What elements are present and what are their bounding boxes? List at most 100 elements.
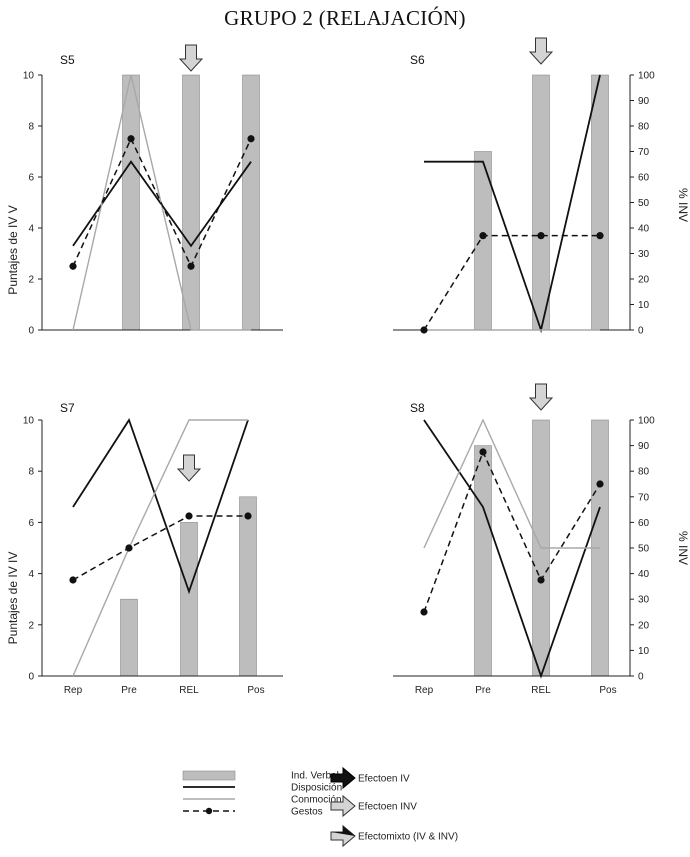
bar-pos: [591, 74, 609, 331]
panel-label-s6: S6: [410, 53, 425, 67]
gestos-point: [537, 576, 545, 584]
right-axis-title-top: % INV: [676, 188, 690, 222]
page-title: GRUPO 2 (RELAJACIÓN): [224, 6, 466, 30]
right-tick-label: 30: [638, 249, 650, 260]
arrow-shape: [330, 766, 356, 790]
legend-arrow-label: Efectoen IV: [358, 774, 410, 785]
conmocion-line: [72, 74, 251, 331]
gestos-point: [187, 262, 195, 270]
right-tick-label: 10: [638, 300, 650, 311]
right-tick-label: 0: [638, 326, 644, 337]
bar-pos: [239, 496, 257, 677]
right-tick-label: 30: [638, 595, 650, 606]
arrow-shape-half: [331, 826, 355, 836]
legend-label: Gestos: [291, 807, 323, 818]
right-tick-label: 80: [638, 122, 650, 133]
left-tick-label: 8: [28, 122, 34, 133]
gestos-point: [69, 576, 77, 584]
legend-swatch-bar: [182, 770, 236, 781]
right-tick-label: 40: [638, 569, 650, 580]
legend-arrow-label: Efectomixto (IV & INV): [358, 832, 458, 843]
gestos-point: [596, 480, 604, 488]
arrow-shape: [330, 794, 356, 818]
right-tick-label: 60: [638, 173, 650, 184]
bar-rel: [180, 522, 198, 677]
gestos-point: [596, 232, 604, 240]
right-tick-label: 0: [638, 672, 644, 683]
effect-arrow-icon: [528, 37, 554, 65]
right-tick-label: 40: [638, 224, 650, 235]
panel-label-s7: S7: [60, 401, 75, 415]
legend-arrow-black-icon: [330, 766, 356, 790]
right-tick-label: 100: [638, 71, 655, 82]
gestos-point: [420, 326, 428, 334]
left-tick-label: 0: [28, 326, 34, 337]
x-tick-label: REL: [531, 685, 551, 696]
left-tick-label: 6: [28, 173, 34, 184]
chart-s5: 0 2 4 6 8 10 S5: [23, 44, 283, 337]
legend-item: Disposición: [183, 783, 342, 794]
x-tick-label: Pos: [247, 685, 264, 696]
gestos-point: [244, 512, 252, 520]
bar-rel: [532, 74, 550, 331]
legend-arrow-mixed-icon: [330, 824, 356, 848]
x-tick-label: Pos: [599, 685, 616, 696]
gestos-point: [125, 544, 133, 552]
gestos-line: [72, 136, 252, 269]
legend-item: Gestos: [183, 807, 323, 818]
legend-label: Disposición: [291, 783, 342, 794]
left-tick-label: 6: [28, 518, 34, 529]
right-tick-label: 90: [638, 96, 650, 107]
left-axis-title-bottom: Puntajes de IV IV: [6, 552, 20, 645]
chart-s7: 0 2 4 6 8 10 Rep Pre REL Pos S7: [23, 401, 283, 696]
right-axis-title-bottom: % INV: [676, 531, 690, 565]
right-tick-label: 50: [638, 198, 650, 209]
x-tick-label: Rep: [64, 685, 83, 696]
left-tick-label: 2: [28, 620, 34, 631]
legend-label: Conmoción: [291, 795, 342, 806]
left-tick-label: 10: [23, 71, 35, 82]
bar-pre: [120, 598, 138, 677]
gestos-point: [69, 262, 77, 270]
right-tick-label: 90: [638, 441, 650, 452]
right-tick-label: 70: [638, 492, 650, 503]
gestos-point: [479, 232, 487, 240]
bar-pre: [474, 445, 492, 677]
right-tick-label: 50: [638, 544, 650, 555]
left-tick-label: 4: [28, 224, 34, 235]
effect-arrow-icon: [528, 383, 554, 411]
x-tick-label: Rep: [415, 685, 434, 696]
conmocion-line: [72, 419, 248, 677]
right-tick-label: 70: [638, 147, 650, 158]
right-tick-label: 10: [638, 646, 650, 657]
right-tick-label: 20: [638, 275, 650, 286]
panel-label-s5: S5: [60, 53, 75, 67]
right-tick-label: 80: [638, 467, 650, 478]
charts-group: 0246810S50102030405060708090100S60246810…: [23, 37, 655, 696]
legend-swatch-dot: [205, 807, 213, 815]
effect-arrow-icon: [176, 454, 202, 482]
left-tick-label: 4: [28, 569, 34, 580]
x-tick-label: REL: [179, 685, 199, 696]
panel-label-s8: S8: [410, 401, 425, 415]
gestos-point: [537, 232, 545, 240]
x-tick-label: Pre: [475, 685, 491, 696]
left-tick-label: 0: [28, 672, 34, 683]
left-axis-title-top: Puntajes de IV V: [6, 205, 20, 294]
left-tick-label: 10: [23, 416, 35, 427]
chart-s6: 0 10 20 30 40 50 60 70 80 90 100 S6: [393, 37, 655, 337]
chart-s8: 0 10 20 30 40 50 60 70 80 90 100 Rep Pre REL Pos S8: [393, 383, 655, 696]
right-tick-label: 100: [638, 416, 655, 427]
legend-item: Ind. Verbal: [182, 770, 339, 782]
bar-pos: [242, 74, 260, 331]
gestos-point: [420, 608, 428, 616]
legend-arrow-gray-icon: [330, 794, 356, 818]
disposicion-line: [424, 74, 601, 334]
legend-arrow-label: Efectoen INV: [358, 802, 417, 813]
bar-rel: [182, 74, 200, 331]
disposicion-line: [423, 419, 601, 679]
x-tick-label: Pre: [121, 685, 137, 696]
legend-label: Ind. Verbal: [291, 771, 339, 782]
bar-pre: [122, 74, 140, 331]
